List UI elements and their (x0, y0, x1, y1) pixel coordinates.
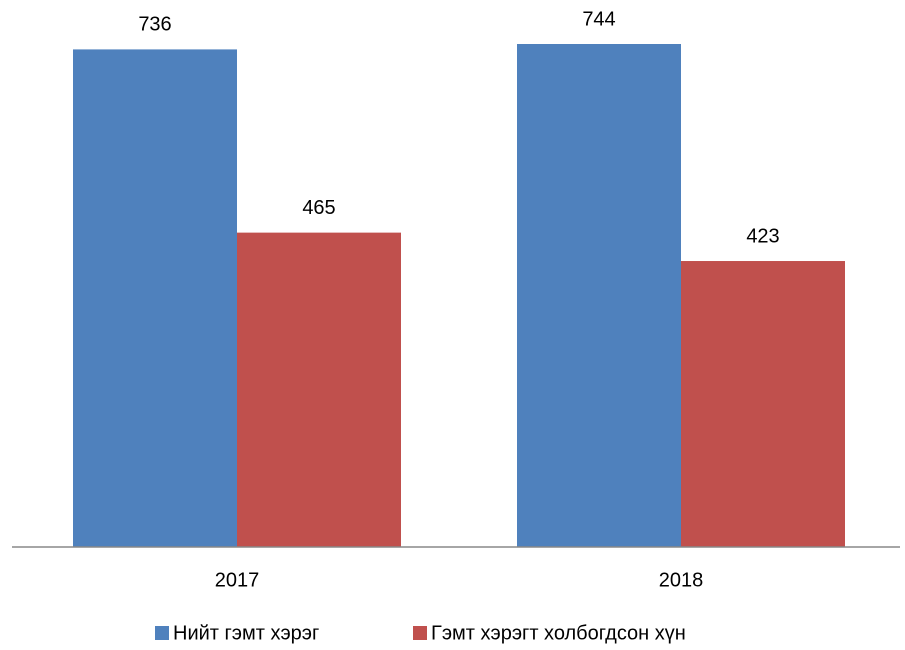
bar (681, 261, 845, 547)
legend-label: Гэмт хэрэгт холбогдсон хүн (431, 622, 686, 644)
data-label: 465 (302, 197, 335, 219)
legend-swatch (155, 626, 169, 640)
x-tick-label: 2017 (215, 569, 260, 591)
legend-label: Нийт гэмт хэрэг (173, 622, 319, 644)
x-tick-label: 2018 (659, 569, 704, 591)
legend-swatch (413, 626, 427, 640)
data-label: 736 (138, 14, 171, 36)
data-label: 423 (746, 225, 779, 247)
bar (73, 49, 237, 548)
bar (517, 44, 681, 547)
bar (237, 232, 401, 547)
data-label: 744 (582, 8, 615, 30)
